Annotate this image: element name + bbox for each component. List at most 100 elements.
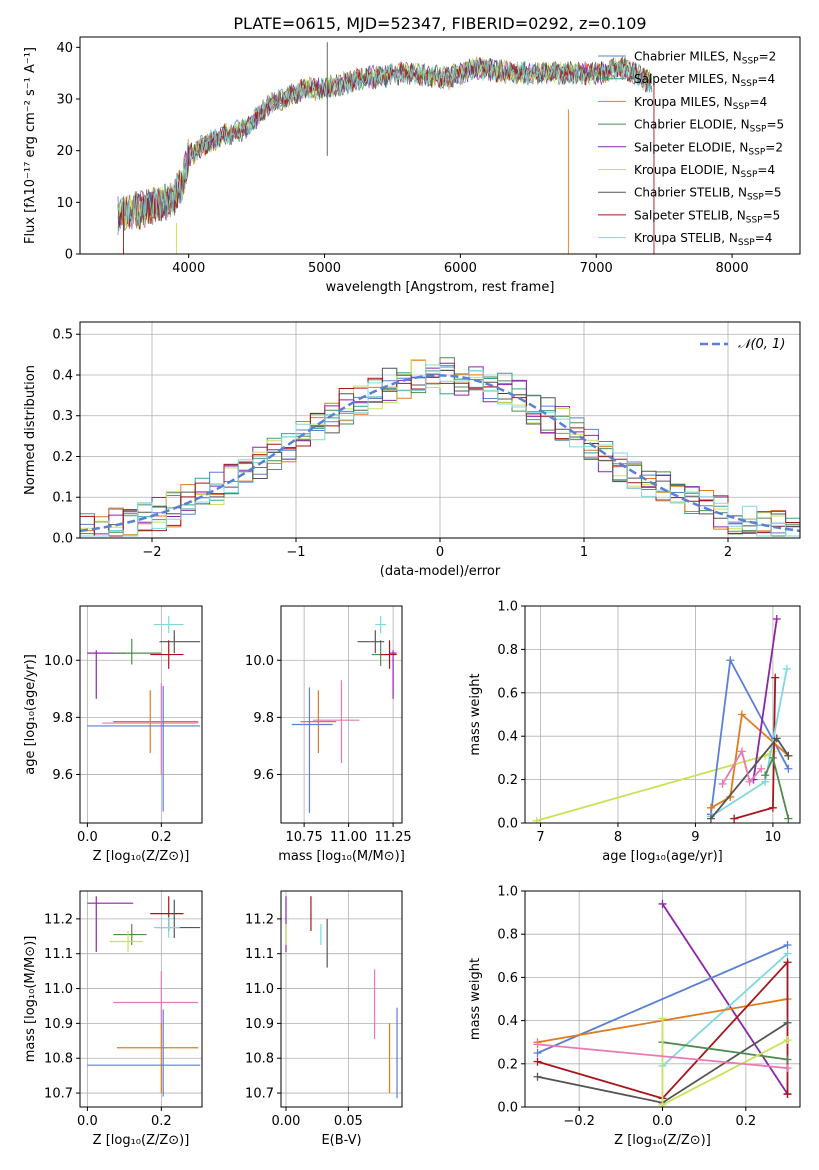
y-tick-label: 1.0 — [497, 885, 518, 900]
plot-area — [285, 896, 398, 1099]
y-tick-label: 20 — [56, 144, 73, 159]
x-axis-label: (data-model)/error — [380, 564, 501, 579]
plot-area — [532, 615, 793, 823]
y-axis-label: mass [log₁₀(M/M⊙)] — [23, 936, 38, 1063]
y-tick-label: 40 — [56, 41, 73, 56]
legend-subscript: SSP — [747, 193, 764, 203]
series-marker — [783, 949, 792, 958]
y-tick-label: 0.2 — [497, 1057, 518, 1072]
y-tick-label: 0.4 — [497, 730, 518, 745]
x-tick-label: 0.2 — [735, 1114, 756, 1129]
legend-tail: =5 — [763, 208, 781, 222]
series-line-pink — [537, 1043, 788, 1069]
y-tick-label: 10.0 — [245, 654, 274, 669]
panel-residuals: −2 −1 0 1 2 0.0 0.1 0.2 0.3 0.4 0.5 (data-model)/er… — [23, 321, 801, 579]
series-marker — [533, 1072, 542, 1081]
x-tick-label: −0.2 — [563, 1114, 595, 1129]
panel-weight_vs_age: 7 8 9 10 0.0 0.2 0.4 0.6 0.8 1.0 age [log₁₀(age/yr… — [468, 600, 801, 864]
x-tick-label: 11.25 — [374, 830, 411, 845]
gaussian-curve — [80, 374, 800, 533]
y-tick-label: 10.7 — [245, 1087, 274, 1102]
panel-weight_vs_Z: −0.2 0.0 0.2 0.0 0.2 0.4 0.6 0.8 1.0 Z [log₁₀(Z/Z… — [468, 885, 801, 1148]
legend-subscript: SSP — [733, 102, 750, 112]
series-marker — [784, 814, 793, 823]
series-marker — [533, 1049, 542, 1057]
x-axis-label: wavelength [Angstrom, rest frame] — [326, 280, 555, 295]
y-tick-label: 10.0 — [44, 654, 73, 669]
series-marker — [783, 1018, 792, 1027]
y-tick-label: 10 — [56, 196, 73, 211]
series-marker — [784, 764, 793, 773]
x-tick-label: 2 — [724, 545, 732, 560]
y-tick-label: 10.7 — [44, 1087, 73, 1102]
y-tick-label: 10.8 — [44, 1052, 73, 1067]
legend-subscript: SSP — [748, 147, 765, 157]
legend: Chabrier MILES, NSSP=2 Salpeter MILES, NS… — [598, 50, 784, 248]
y-tick-label: 11.0 — [44, 982, 73, 997]
x-axis-label: age [log₁₀(age/yr)] — [602, 849, 723, 864]
legend-subscript: SSP — [746, 215, 763, 225]
y-tick-label: 11.1 — [44, 947, 73, 962]
y-tick-label: 9.6 — [52, 768, 73, 783]
y-tick-label: 0.8 — [497, 643, 518, 658]
histogram-kroupa_stelib — [80, 364, 800, 537]
series-marker — [737, 747, 746, 756]
plot-area — [80, 357, 800, 537]
series-marker — [772, 615, 781, 624]
series-line-kroupa_miles — [710, 712, 789, 809]
y-tick-label: 0.1 — [52, 491, 73, 506]
y-tick-label: 0.2 — [497, 773, 518, 788]
x-tick-label: −2 — [142, 545, 161, 560]
series-marker — [783, 941, 792, 949]
y-tick-label: 9.8 — [253, 711, 274, 726]
series-marker — [783, 1090, 792, 1099]
y-tick-label: 11.2 — [44, 912, 73, 927]
x-tick-label: 6000 — [444, 261, 477, 276]
legend-subscript: SSP — [738, 238, 755, 248]
y-tick-label: 0.0 — [52, 532, 73, 547]
y-tick-label: 0.4 — [52, 368, 73, 383]
series-marker — [783, 958, 792, 967]
y-tick-label: 11.0 — [245, 982, 274, 997]
axes-frame — [280, 890, 403, 1108]
series-line-pink — [721, 749, 762, 785]
x-tick-label: 0.2 — [151, 830, 172, 845]
series-marker — [706, 803, 715, 812]
x-axis-label: Z [log₁₀(Z/Z⊙)] — [93, 1133, 190, 1148]
panel-spectrum: 4000 5000 6000 7000 8000 0 10 20 30 40 wavelength … — [23, 36, 801, 295]
y-tick-label: 11.2 — [245, 912, 274, 927]
series-marker — [768, 803, 777, 812]
y-tick-label: 0.2 — [52, 450, 73, 465]
plot-area — [87, 896, 201, 1097]
x-tick-label: −1 — [286, 545, 305, 560]
x-tick-label: 0.0 — [77, 830, 98, 845]
y-tick-label: 0.0 — [497, 1101, 518, 1116]
series-marker — [706, 814, 715, 823]
x-tick-label: 10 — [765, 830, 782, 845]
figure-title: PLATE=0615, MJD=52347, FIBERID=0292, z=0… — [233, 14, 646, 33]
series-marker — [533, 1040, 542, 1049]
series-marker — [783, 1055, 792, 1064]
axes-frame — [280, 605, 403, 824]
axes-frame — [79, 890, 203, 1108]
axes-frame — [79, 36, 801, 255]
y-tick-label: 0 — [65, 248, 73, 263]
series-line-chabrier_elodie — [662, 1041, 788, 1061]
plot-area — [87, 615, 201, 812]
series-marker — [658, 1100, 667, 1107]
legend-tail: =2 — [759, 50, 777, 64]
series-marker — [761, 771, 770, 780]
y-axis-label: Flux [fλ10⁻¹⁷ erg cm⁻² s⁻¹ A⁻¹] — [23, 47, 38, 244]
series-marker — [730, 814, 739, 823]
legend-tail: =4 — [757, 163, 775, 177]
x-axis-label: Z [log₁₀(Z/Z⊙)] — [93, 849, 190, 864]
legend-tail: =2 — [765, 140, 783, 154]
x-axis-label: Z [log₁₀(Z/Z⊙)] — [614, 1133, 711, 1148]
x-tick-label: 8 — [614, 830, 622, 845]
spectrum-line-kroupa_stelib — [117, 58, 653, 226]
x-axis-label: mass [log₁₀(M/M⊙)] — [278, 849, 405, 864]
series-marker — [784, 751, 793, 760]
legend-label: Chabrier ELODIE, NSSP=5 — [634, 118, 784, 135]
y-tick-label: 0.8 — [497, 928, 518, 943]
axes-frame — [79, 605, 203, 824]
